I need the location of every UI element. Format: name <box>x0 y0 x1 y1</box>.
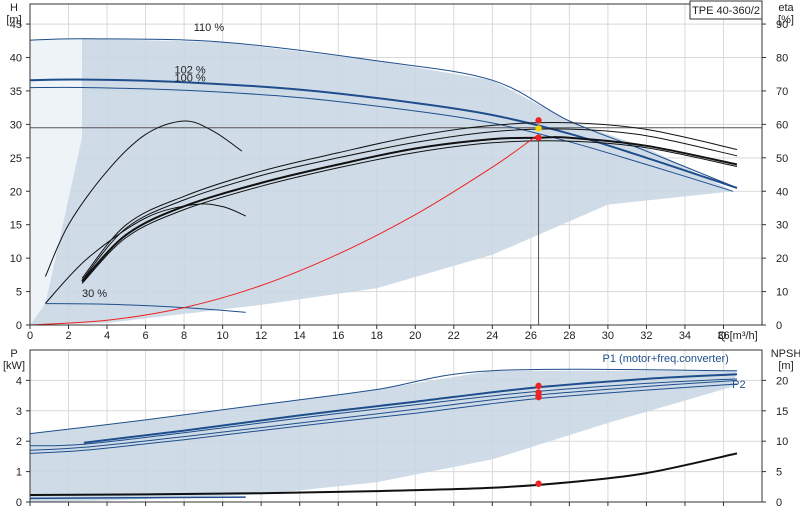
series-line-qh-1 <box>29 78 738 189</box>
y-tick-label: 5 <box>16 287 22 299</box>
x-tick-label: 12 <box>255 330 267 342</box>
curve-label-2: 100 % <box>174 73 205 85</box>
operating-range-area <box>30 38 734 326</box>
y-tick-label: 20 <box>10 186 22 198</box>
duty-point-3 <box>535 480 542 487</box>
y-tick-label: 0 <box>16 497 22 509</box>
y-tick-label: 30 <box>10 119 22 131</box>
y-tick-label: 25 <box>10 153 22 165</box>
y-tick-label: 35 <box>10 86 22 98</box>
x-tick-label: 4 <box>104 330 110 342</box>
curve-label-3: 30 % <box>82 288 107 300</box>
y2-axis-unit: [%] <box>778 14 794 26</box>
series-line-p1-2 <box>29 378 738 447</box>
y2-tick-label: 60 <box>776 119 788 131</box>
power-npsh-plot: P1 (motor+freq.converter) P2 0 1 2 3 4 0 5 10 15 20… <box>3 348 800 509</box>
x-tick-label: 36 <box>717 330 729 342</box>
series-line-eta-5 <box>81 128 738 281</box>
x-tick-label: 34 <box>679 330 691 342</box>
duty-point-1 <box>535 125 542 132</box>
y-tick-label: 2 <box>16 436 22 448</box>
x-tick-label: 14 <box>294 330 306 342</box>
x-tick-label: 32 <box>640 330 652 342</box>
x-axis-label: Q [m³/h] <box>718 330 758 342</box>
y-tick-label: 1 <box>16 467 22 479</box>
plot-frame <box>29 349 763 503</box>
y2-tick-label: 50 <box>776 153 788 165</box>
y-tick-label: 40 <box>10 53 22 65</box>
y-tick-label: 3 <box>16 406 22 418</box>
y-axis-label: H <box>10 2 18 14</box>
y-axis-label: P <box>10 348 17 360</box>
duty-point-0 <box>535 117 542 124</box>
series-label-0: P1 (motor+freq.converter) <box>603 353 729 365</box>
x-tick-label: 22 <box>448 330 460 342</box>
plot-frame <box>29 3 763 326</box>
y-tick-label: 0 <box>16 320 22 332</box>
curve-label-0: 110 % <box>194 22 225 34</box>
y2-tick-label: 15 <box>776 406 788 418</box>
series-line-qh-3 <box>45 303 246 313</box>
y-tick-label: 4 <box>16 375 22 387</box>
y2-tick-label: 80 <box>776 53 788 65</box>
y2-tick-label: 10 <box>776 436 788 448</box>
y-axis-unit: [m] <box>6 14 21 26</box>
y2-tick-label: 0 <box>776 320 782 332</box>
x-tick-label: 24 <box>486 330 498 342</box>
series-line-eta-9 <box>45 203 246 304</box>
y2-axis-unit: [m] <box>778 360 793 372</box>
y2-tick-label: 10 <box>776 287 788 299</box>
title-box: TPE 40-360/2 <box>689 0 763 20</box>
duty-point-1 <box>535 389 542 396</box>
y2-axis-label: NPSH <box>771 348 800 360</box>
x-tick-label: 6 <box>143 330 149 342</box>
y2-tick-label: 90 <box>776 19 788 31</box>
series-line-eta-4 <box>81 121 738 279</box>
x-tick-label: 30 <box>602 330 614 342</box>
x-tick-label: 26 <box>525 330 537 342</box>
x-tick-label: 0 <box>27 330 33 342</box>
series-line-p2-3 <box>29 379 738 451</box>
series-line-p30-6 <box>29 496 246 500</box>
y-axis-unit: [kW] <box>3 360 25 372</box>
series-line-p2-4 <box>29 383 738 454</box>
x-tick-label: 8 <box>181 330 187 342</box>
series-line-eta-7 <box>81 140 738 284</box>
operating-range-area <box>30 370 737 502</box>
duty-point-2 <box>535 393 542 401</box>
y2-tick-label: 5 <box>776 467 782 479</box>
head-efficiency-plot: 110 %102 %100 %30 %051015202530354045010… <box>6 2 794 342</box>
x-tick-label: 20 <box>409 330 421 342</box>
series-line-p1-0 <box>29 368 738 435</box>
series-label-1: P2 <box>732 379 745 391</box>
series-line-qh-2 <box>29 86 734 192</box>
y2-tick-label: 40 <box>776 186 788 198</box>
y2-tick-label: 20 <box>776 375 788 387</box>
y-tick-label: 45 <box>10 19 22 31</box>
y2-axis-label: eta <box>778 2 794 14</box>
y2-tick-label: 0 <box>776 497 782 509</box>
y2-tick-label: 30 <box>776 220 788 232</box>
y2-tick-label: 70 <box>776 86 788 98</box>
series-line-npsh-5 <box>29 452 738 496</box>
x-tick-label: 28 <box>563 330 575 342</box>
title-box-text: TPE 40-360/2 <box>692 5 760 17</box>
duty-point-0 <box>535 382 542 390</box>
y2-tick-label: 20 <box>776 253 788 265</box>
series-line-eta-6 <box>81 136 738 283</box>
min-flow-band <box>30 38 83 326</box>
series-line-p1-1 <box>83 373 738 444</box>
x-tick-label: 16 <box>332 330 344 342</box>
y-tick-label: 10 <box>10 253 22 265</box>
series-line-system-10 <box>29 133 539 326</box>
x-tick-label: 2 <box>65 330 71 342</box>
duty-point-2 <box>535 134 542 141</box>
curve-label-1: 102 % <box>174 65 205 77</box>
series-line-eta-8 <box>44 120 243 277</box>
x-tick-label: 18 <box>371 330 383 342</box>
y-tick-label: 15 <box>10 220 22 232</box>
x-tick-label: 10 <box>217 330 229 342</box>
